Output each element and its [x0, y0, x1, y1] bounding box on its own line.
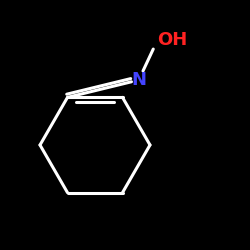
Text: OH: OH [158, 31, 188, 49]
Text: N: N [131, 71, 146, 89]
